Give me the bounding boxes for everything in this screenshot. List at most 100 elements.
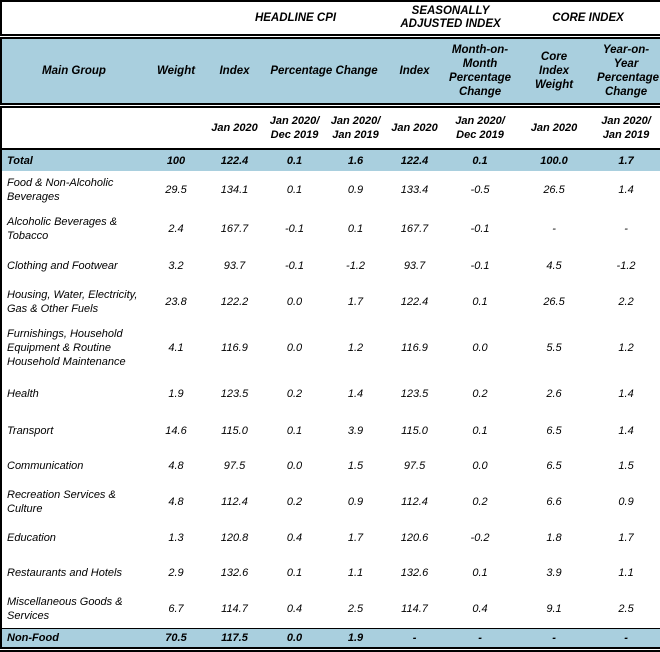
cell-value: 0.0 [263,282,326,321]
cell-value: 117.5 [206,628,263,650]
cell-value: 0.4 [263,590,326,629]
cell-value: 0.0 [263,321,326,375]
cell-value: 167.7 [206,209,263,249]
cell-value: 122.4 [206,149,263,171]
cell-value: 0.2 [263,375,326,412]
cell-value: 0.9 [326,483,386,520]
cell-value: 0.0 [444,321,517,375]
cell-value: 23.8 [146,282,206,321]
col-header-main-group: Main Group [1,36,146,108]
col-header-mom-percentage-change: Month-on-Month Percentage Change [444,36,517,108]
cell-value: 167.7 [385,209,445,249]
cell-value: 1.2 [592,321,660,375]
cell-value: 4.8 [146,483,206,520]
cell-value: 122.4 [385,282,445,321]
period-jan2020-index: Jan 2020 [206,105,263,150]
table-row: Communication 4.8 97.5 0.0 1.5 97.5 0.0 6.5 1.5 [1,449,660,483]
cell-value: 0.0 [263,449,326,483]
cell-value: 6.6 [516,483,593,520]
cell-value: 97.5 [206,449,263,483]
cell-value: 2.9 [146,556,206,590]
cell-value: 1.4 [592,171,660,209]
cell-value: 133.4 [385,171,445,209]
cell-value: 114.7 [385,590,445,629]
table-row: Health 1.9 123.5 0.2 1.4 123.5 0.2 2.6 1.4 [1,375,660,412]
cell-value: 0.1 [444,556,517,590]
cell-value: 1.4 [326,375,386,412]
cell-value: 0.0 [444,449,517,483]
cell-value: 1.1 [592,556,660,590]
cell-value: -0.1 [263,249,326,282]
cell-value: 1.6 [326,149,386,171]
cell-value: 0.4 [444,590,517,629]
cell-value: 3.2 [146,249,206,282]
cell-value: 1.7 [326,520,386,556]
period-header-row: Jan 2020 Jan 2020/ Dec 2019 Jan 2020/ Ja… [1,105,660,150]
cell-value: 1.9 [146,375,206,412]
cell-value: 2.6 [516,375,593,412]
cell-value: - [444,628,517,650]
group-header-seasonally-adjusted: SEASONALLY ADJUSTED INDEX [385,1,517,39]
cell-value: 0.1 [263,412,326,449]
cell-value: 0.2 [444,483,517,520]
table-row: Food & Non-Alcoholic Beverages 29.5 134.1 0… [1,171,660,209]
period-jan2020-dec2019: Jan 2020/ Dec 2019 [263,105,326,150]
cell-value: 0.1 [444,412,517,449]
cell-value: 123.5 [206,375,263,412]
period-jan2020-jan2019: Jan 2020/ Jan 2019 [326,105,386,150]
cell-value: 0.9 [592,483,660,520]
cell-value: 3.9 [326,412,386,449]
table-row: Total 100 122.4 0.1 1.6 122.4 0.1 100.0 1.7 [1,149,660,171]
cell-value: -0.1 [444,209,517,249]
cell-value: 3.9 [516,556,593,590]
row-label: Communication [1,449,146,483]
cell-value: - [516,209,593,249]
cell-value: 0.2 [444,375,517,412]
cell-value: - [592,209,660,249]
cell-value: 122.4 [385,149,445,171]
cell-value: 122.2 [206,282,263,321]
cell-value: -0.2 [444,520,517,556]
table-row: Non-Food 70.5 117.5 0.0 1.9- - - - [1,628,660,650]
row-label: Alcoholic Beverages & Tobacco [1,209,146,249]
cell-value: 1.5 [592,449,660,483]
cell-value: 116.9 [206,321,263,375]
cell-value: 1.3 [146,520,206,556]
cell-value: 116.9 [385,321,445,375]
period-sa-jan2020: Jan 2020 [385,105,445,150]
cell-value: 6.7 [146,590,206,629]
group-header-empty [1,1,206,39]
cell-value: 4.1 [146,321,206,375]
cell-value: 2.2 [592,282,660,321]
cell-value: 134.1 [206,171,263,209]
row-label: Food & Non-Alcoholic Beverages [1,171,146,209]
cell-value: 1.5 [326,449,386,483]
cell-value: - [516,628,593,650]
cell-value: 0.1 [263,556,326,590]
cell-value: 2.5 [592,590,660,629]
row-label: Miscellaneous Goods & Services [1,590,146,629]
cell-value: 132.6 [206,556,263,590]
row-label: Total [1,149,146,171]
cell-value: 6.5 [516,412,593,449]
col-header-core-index-weight: Core Index Weight [516,36,593,108]
cell-value: -0.5 [444,171,517,209]
cell-value: 97.5 [385,449,445,483]
group-header-core-index: CORE INDEX [516,1,660,39]
cell-value: 29.5 [146,171,206,209]
cell-value: 100.0 [516,149,593,171]
column-header-row: Main Group Weight Index Percentage Chang… [1,36,660,108]
cell-value: 114.7 [206,590,263,629]
cell-value: 0.1 [444,149,517,171]
cell-value: 5.5 [516,321,593,375]
cell-value: 2.4 [146,209,206,249]
period-sa-jan2020-dec2019: Jan 2020/ Dec 2019 [444,105,517,150]
cell-value: 0.1 [326,209,386,249]
cell-value: 4.5 [516,249,593,282]
table-header: HEADLINE CPI SEASONALLY ADJUSTED INDEX C… [1,1,660,150]
col-header-sa-index: Index [385,36,445,108]
cell-value: -0.1 [444,249,517,282]
cell-value: 1.7 [592,520,660,556]
table-row: Housing, Water, Electricity, Gas & Other… [1,282,660,321]
